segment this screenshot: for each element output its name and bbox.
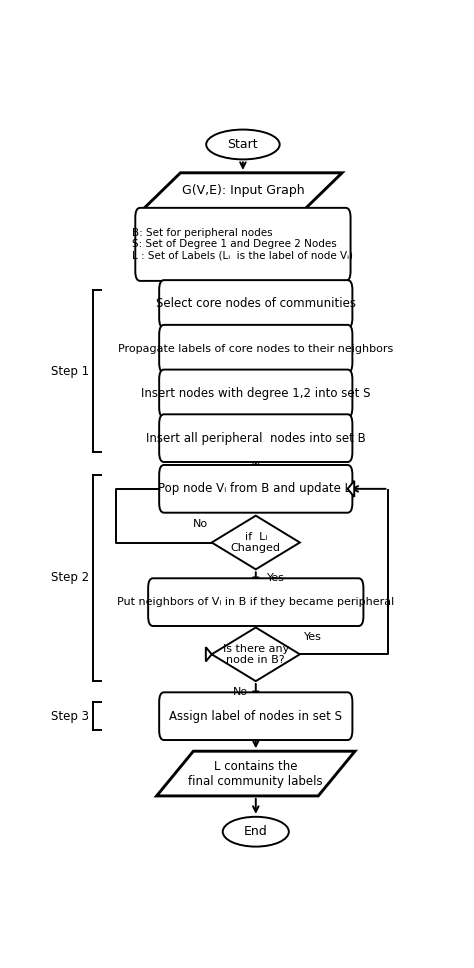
Polygon shape [347,481,354,497]
Text: Is there any
node in B?: Is there any node in B? [223,644,289,665]
FancyBboxPatch shape [159,280,352,328]
FancyBboxPatch shape [159,370,352,417]
Text: Put neighbors of Vᵢ in B if they became peripheral: Put neighbors of Vᵢ in B if they became … [117,597,394,607]
Text: B: Set for peripheral nodes
S: Set of Degree 1 and Degree 2 Nodes
L : Set of Lab: B: Set for peripheral nodes S: Set of De… [132,227,354,261]
Ellipse shape [206,130,280,160]
Polygon shape [156,751,355,796]
FancyBboxPatch shape [159,414,352,462]
FancyBboxPatch shape [159,692,352,740]
Text: Insert all peripheral  nodes into set B: Insert all peripheral nodes into set B [146,432,365,444]
Text: Select core nodes of communities: Select core nodes of communities [156,297,356,311]
Text: L contains the
final community labels: L contains the final community labels [189,760,323,788]
FancyBboxPatch shape [135,208,351,281]
Polygon shape [212,627,300,681]
Text: Step 2: Step 2 [51,571,89,585]
FancyBboxPatch shape [148,578,364,626]
Text: Pop node Vᵢ from B and update Lᵢ: Pop node Vᵢ from B and update Lᵢ [158,482,354,496]
Ellipse shape [223,817,289,847]
Text: No: No [233,686,248,697]
Polygon shape [144,173,342,208]
Text: Assign label of nodes in set S: Assign label of nodes in set S [169,710,342,723]
Text: G(V,E): Input Graph: G(V,E): Input Graph [182,184,304,197]
Text: Propagate labels of core nodes to their neighbors: Propagate labels of core nodes to their … [118,344,393,353]
Polygon shape [206,648,212,661]
Text: Insert nodes with degree 1,2 into set S: Insert nodes with degree 1,2 into set S [141,387,371,400]
Text: if  Lᵢ
Changed: if Lᵢ Changed [231,531,281,554]
FancyBboxPatch shape [159,325,352,373]
Polygon shape [212,516,300,569]
Text: Step 3: Step 3 [51,710,89,723]
Text: Yes: Yes [303,632,321,643]
Text: Start: Start [228,138,258,151]
Text: Yes: Yes [267,573,285,584]
Text: End: End [244,825,268,838]
FancyBboxPatch shape [159,465,352,513]
Text: No: No [193,519,208,529]
Text: Step 1: Step 1 [51,365,89,378]
